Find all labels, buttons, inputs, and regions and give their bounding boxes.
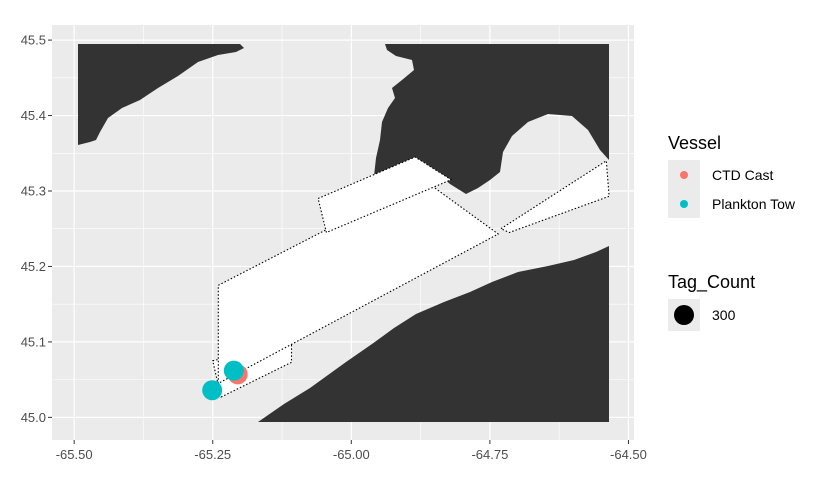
land-nova-scotia-north (374, 44, 609, 194)
vessel-legend-item-plankton-tow: Plankton Tow (668, 189, 795, 218)
tag-count-dot (674, 305, 694, 325)
y-tick-label: 45.1 (21, 334, 46, 349)
plankton-tow-key (668, 189, 700, 218)
plankton-tow-dot (680, 199, 688, 208)
x-axis: -65.50 -65.25 -65.00 -64.75 -64.50 (56, 440, 647, 462)
tag-count-key (668, 299, 700, 331)
survey-area (212, 341, 293, 398)
tag-count-legend-item: 300 (668, 299, 755, 331)
y-tick-label: 45.5 (21, 33, 46, 48)
tag-count-legend-title: Tag_Count (668, 272, 756, 292)
survey-area (499, 159, 610, 234)
land-nova-scotia-west (78, 44, 244, 145)
ctd-cast-dot (680, 170, 688, 179)
x-tick-label: -64.75 (471, 447, 508, 462)
vessel-legend: Vessel CTD Cast Plankton Tow (668, 133, 795, 218)
x-tick-label: -65.00 (333, 447, 370, 462)
y-tick-label: 45.2 (21, 259, 46, 274)
vessel-legend-item-ctd-cast: CTD Cast (668, 160, 795, 189)
ctd-cast-label: CTD Cast (712, 166, 774, 183)
x-tick-label: -65.25 (194, 447, 231, 462)
ctd-cast-key (668, 160, 700, 189)
y-axis: 45.0 45.1 45.2 45.3 45.4 45.5 (21, 33, 52, 425)
survey-areas (212, 156, 610, 398)
survey-area (317, 156, 453, 234)
y-tick-label: 45.4 (21, 108, 46, 123)
plankton-tow-label: Plankton Tow (712, 195, 796, 212)
x-tick-label: -64.50 (610, 447, 647, 462)
y-tick-label: 45.3 (21, 184, 46, 199)
land-new-brunswick (258, 246, 609, 422)
y-tick-label: 45.0 (21, 410, 46, 425)
tag-count-label: 300 (712, 307, 736, 323)
data-point (202, 380, 223, 401)
vessel-legend-title: Vessel (668, 133, 722, 153)
tag-count-legend: Tag_Count 300 (668, 272, 755, 331)
x-tick-label: -65.50 (56, 447, 93, 462)
data-point (223, 360, 244, 381)
survey-area (217, 179, 500, 385)
data-points (202, 360, 248, 401)
